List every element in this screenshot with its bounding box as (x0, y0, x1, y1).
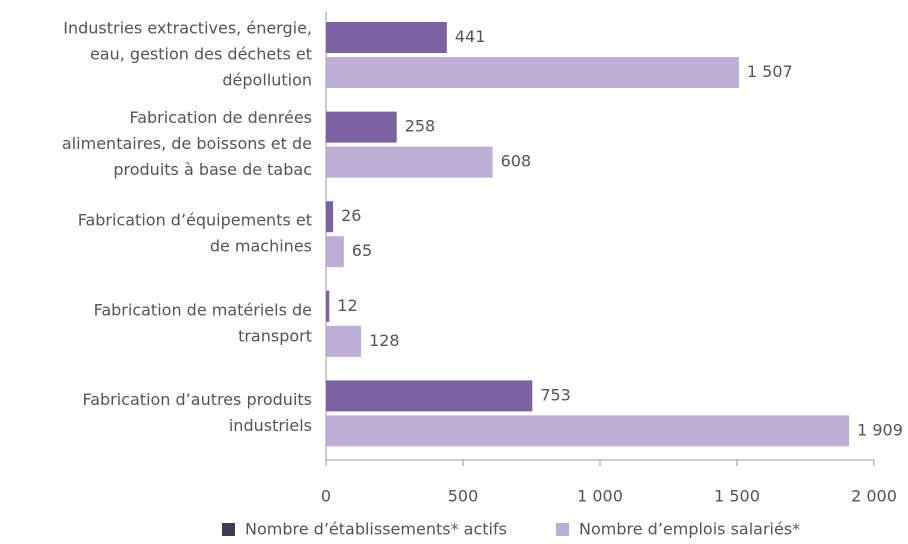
value-label: 26 (341, 206, 361, 225)
category-label: de machines (210, 237, 312, 256)
x-tick-label: 2 000 (851, 487, 897, 506)
bar (326, 236, 344, 268)
category-label: transport (238, 326, 312, 345)
category-label: Fabrication de matériels de (94, 300, 312, 319)
category-label: Fabrication d’autres produits (82, 390, 312, 409)
value-label: 608 (501, 152, 532, 171)
x-tick-label: 1 500 (714, 487, 760, 506)
bar (326, 111, 397, 143)
x-tick-label: 0 (321, 487, 331, 506)
category-label: dépollution (222, 71, 312, 90)
category-label: alimentaires, de boissons et de (62, 134, 312, 153)
value-label: 258 (405, 117, 436, 136)
category-label: industriels (229, 416, 312, 435)
bar (326, 201, 334, 233)
bar (326, 380, 533, 412)
bar (326, 290, 330, 322)
category-label: Industries extractives, énergie, (63, 19, 312, 38)
category-label: produits à base de tabac (113, 160, 312, 179)
value-label: 1 909 (857, 420, 903, 439)
category-label: Fabrication de denrées (129, 108, 312, 127)
bar (326, 22, 447, 53)
value-label: 1 507 (747, 62, 793, 81)
x-tick-label: 500 (448, 487, 479, 506)
category-label: Fabrication d’équipements et (78, 211, 312, 230)
bar (326, 57, 739, 88)
legend-label: Nombre d’emplois salariés* (579, 520, 800, 539)
x-tick-label: 1 000 (577, 487, 623, 506)
value-label: 12 (337, 296, 357, 315)
value-label: 128 (369, 331, 400, 350)
value-label: 441 (455, 27, 486, 46)
bar (326, 415, 850, 447)
bar (326, 146, 493, 178)
legend-label: Nombre d’établissements* actifs (245, 520, 507, 539)
value-label: 65 (352, 241, 372, 260)
legend-swatch (556, 523, 569, 536)
category-label: eau, gestion des déchets et (90, 45, 312, 64)
bar (326, 325, 362, 357)
value-label: 753 (540, 385, 571, 404)
legend-swatch (222, 523, 235, 536)
